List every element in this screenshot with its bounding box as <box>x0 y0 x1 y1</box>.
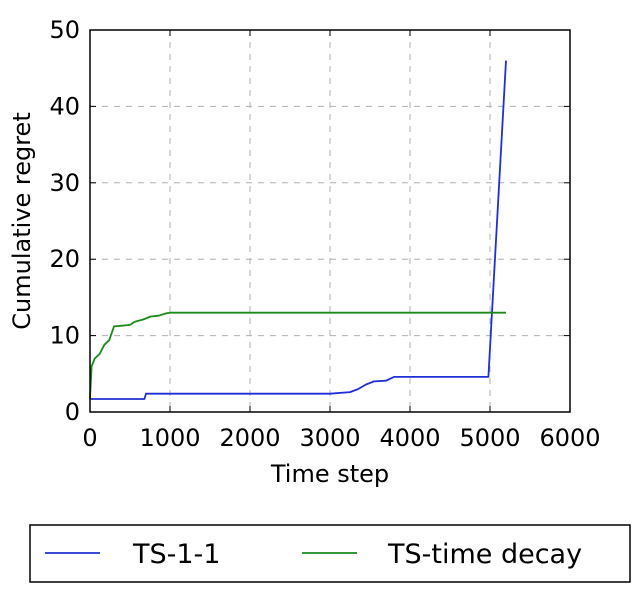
y-tick-label: 40 <box>49 92 80 120</box>
x-tick-label: 3000 <box>299 424 360 452</box>
legend-label-ts-1-1: TS-1-1 <box>132 539 220 570</box>
legend: TS-1-1 TS-time decay <box>29 524 631 583</box>
axis-ticks: 0 1000 2000 3000 4000 5000 6000 0 10 20 30 40 50 <box>49 16 600 452</box>
series-lines <box>89 60 507 400</box>
legend-label-ts-time-decay: TS-time decay <box>387 539 582 570</box>
series-line-ts-time-decay <box>89 311 506 400</box>
x-tick-label: 0 <box>82 424 97 452</box>
x-tick-label: 5000 <box>459 424 520 452</box>
y-axis-label: Cumulative regret <box>8 112 36 329</box>
series-line-ts-1-1 <box>90 60 507 400</box>
x-axis-label: Time step <box>270 460 389 488</box>
x-tick-label: 2000 <box>219 424 280 452</box>
y-tick-label: 0 <box>65 398 80 426</box>
y-tick-label: 20 <box>49 245 80 273</box>
y-tick-label: 10 <box>49 322 80 350</box>
y-tick-label: 30 <box>49 169 80 197</box>
grid-lines <box>90 30 570 412</box>
x-tick-label: 1000 <box>139 424 200 452</box>
y-tick-label: 50 <box>49 16 80 44</box>
x-tick-label: 6000 <box>539 424 600 452</box>
x-tick-label: 4000 <box>379 424 440 452</box>
